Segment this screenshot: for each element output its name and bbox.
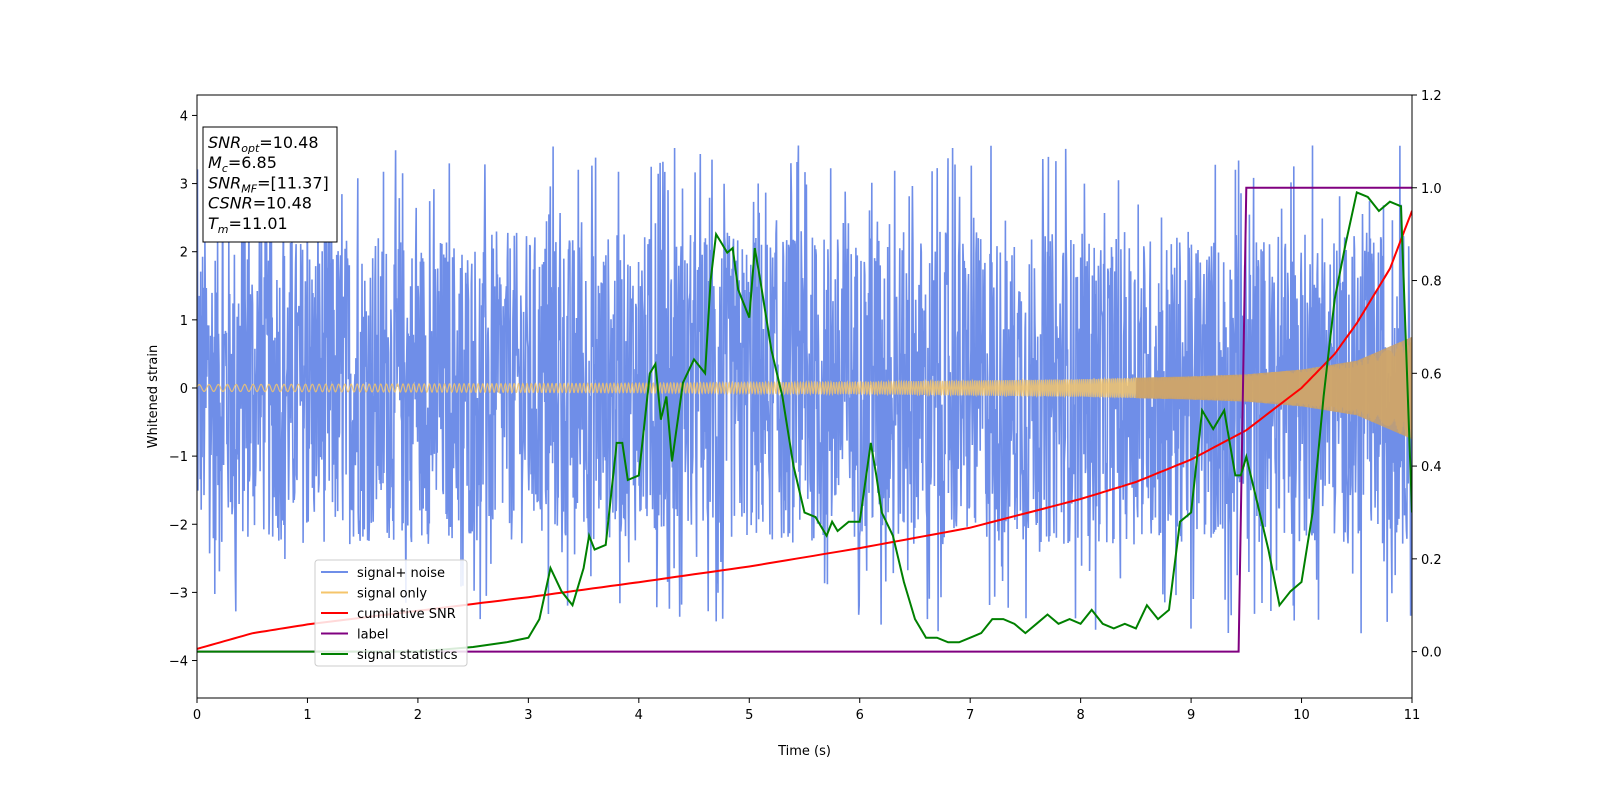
legend-entry: cumilative SNR xyxy=(357,607,456,622)
x-tick-label: 3 xyxy=(524,708,532,723)
x-tick-label: 6 xyxy=(856,708,864,723)
x-tick-label: 9 xyxy=(1187,708,1195,723)
x-tick-label: 10 xyxy=(1293,708,1310,723)
y-tick-label: 0 xyxy=(180,382,188,397)
legend-entry: signal only xyxy=(357,587,427,602)
info-line: Mc=6.85 xyxy=(208,153,277,175)
x-tick-label: 0 xyxy=(193,708,201,723)
y-axis-label: Whitened strain xyxy=(146,345,161,448)
x-tick-label: 2 xyxy=(414,708,422,723)
info-line: Tm=11.01 xyxy=(208,214,288,236)
x-tick-label: 4 xyxy=(635,708,643,723)
info-box-frame xyxy=(202,126,338,243)
plot-frame xyxy=(196,94,1413,699)
info-box: SNRopt=10.48Mc=6.85SNRMF=[11.37]CSNR=10.… xyxy=(202,126,338,243)
x-tick-label: 7 xyxy=(966,708,974,723)
series-signal-statistics xyxy=(197,191,1412,653)
series-signal-noise xyxy=(197,143,1412,634)
y-tick-label: −4 xyxy=(169,655,188,670)
y2-tick-label: 0.2 xyxy=(1421,553,1442,568)
x-tick-label: 8 xyxy=(1076,708,1084,723)
x-tick-label: 11 xyxy=(1404,708,1421,723)
x-tick-label: 5 xyxy=(745,708,753,723)
y-tick-label: 4 xyxy=(180,109,188,124)
axes: 0 1 2 3 4 5 6 7 8 9 10 11 −4 −3 −2 −1 0 1 2 3 4 0.0 0.2 0.4 0.6 0… xyxy=(169,89,1442,723)
info-line: CSNR=10.48 xyxy=(208,194,312,213)
y-tick-label: 1 xyxy=(180,314,188,329)
y-tick-label: 2 xyxy=(180,246,188,261)
y2-tick-label: 0.8 xyxy=(1421,275,1442,290)
y-tick-label: −2 xyxy=(169,518,188,533)
y2-tick-label: 0.6 xyxy=(1421,367,1442,382)
y-tick-label: −3 xyxy=(169,586,188,601)
info-line: SNRMF=[11.37] xyxy=(208,173,329,195)
legend-entry: label xyxy=(357,628,388,643)
info-line: SNRopt=10.48 xyxy=(208,133,319,155)
legend-box xyxy=(314,559,468,667)
y2-tick-label: 1.2 xyxy=(1421,89,1442,104)
y-tick-label: −1 xyxy=(169,450,188,465)
y2-tick-label: 0.4 xyxy=(1421,460,1442,475)
y-tick-label: 3 xyxy=(180,178,188,193)
legend-entry: signal+ noise xyxy=(357,566,445,581)
x-tick-label: 1 xyxy=(303,708,311,723)
y2-tick-label: 0.0 xyxy=(1421,646,1442,661)
x-axis-label: Time (s) xyxy=(777,744,831,759)
legend-entry: signal statistics xyxy=(357,648,458,663)
signal-only-envelope xyxy=(1135,336,1412,440)
legend: signal+ noise signal only cumilative SNR la… xyxy=(314,559,468,667)
series-label xyxy=(197,186,1412,653)
y2-tick-label: 1.0 xyxy=(1421,182,1442,197)
